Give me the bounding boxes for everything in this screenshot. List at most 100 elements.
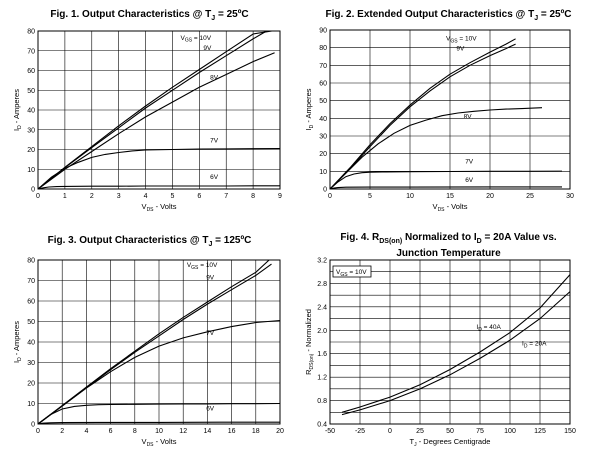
series-line-8v: [37, 52, 275, 190]
curve-label: 8V: [464, 113, 473, 120]
grid: [329, 259, 571, 425]
y-tick-label: 0: [31, 187, 35, 194]
curve-label: 8V: [210, 74, 219, 81]
figure-1-title-main: Fig. 1. Output Characteristics @ T: [50, 9, 212, 20]
x-tick-label: 6: [109, 428, 113, 435]
y-tick-label: 1.2: [317, 375, 327, 382]
figure-4-title-tail2: = 20A Value vs.: [481, 232, 557, 243]
figure-3-title-tail: = 125ºC: [212, 235, 252, 246]
figure-3-title-main: Fig. 3. Output Characteristics @ T: [47, 235, 209, 246]
y-tick-label: 40: [319, 116, 327, 123]
x-tick-label: 75: [476, 428, 484, 435]
curve-label: ID = 40A: [476, 324, 501, 333]
y-tick-label: 30: [27, 360, 35, 367]
y-tick-label: 10: [27, 401, 35, 408]
x-tick-label: 6: [197, 193, 201, 200]
figure-1-chart: 0 1 2 3 4 5 6 7 8 9 0 10 20 30 40 50 60 70 80 VDS - Volts ID…: [12, 29, 282, 213]
plot-frame: [329, 29, 571, 190]
x-tick-label: 15: [446, 193, 454, 200]
x-tick-label: 20: [276, 428, 284, 435]
legend-label: VGS = 10V: [336, 269, 367, 278]
figure-1-title-tail: = 25ºC: [215, 9, 249, 20]
x-tick-label: 0: [36, 428, 40, 435]
series-line-id-40a: [341, 274, 571, 413]
y-tick-label: 2.0: [317, 328, 327, 335]
y-tick-label: 0.8: [317, 398, 327, 405]
figure-2-title-sub: J: [534, 15, 539, 22]
y-axis-label: RDS(on) - Normalized: [304, 309, 315, 375]
y-tick-label: 10: [319, 169, 327, 176]
y-axis-label: ID - Amperes: [12, 321, 23, 363]
curve-label: 7V: [206, 330, 215, 337]
figure-4-panel: Fig. 4. RDS(on) Normalized to ID = 20A V…: [299, 225, 598, 450]
figure-2-title-main: Fig. 2. Extended Output Characteristics …: [325, 9, 535, 20]
y-tick-label: 50: [27, 88, 35, 95]
series-line-10v: [329, 38, 516, 190]
x-tick-label: 1: [63, 193, 67, 200]
y-tick-label: 3.2: [317, 258, 327, 265]
series-line-6v: [37, 185, 280, 190]
y-tick-label: 30: [319, 134, 327, 141]
figure-1-title-sub: J: [211, 15, 216, 22]
x-tick-label: 30: [566, 193, 574, 200]
curve-label: 6V: [210, 174, 219, 181]
plot-frame: [37, 30, 281, 190]
y-tick-label: 40: [27, 108, 35, 115]
x-tick-label: 7: [224, 193, 228, 200]
figure-4-title-sub: DS(on): [379, 238, 403, 245]
y-tick-label: 60: [27, 299, 35, 306]
curve-label: 9V: [456, 45, 465, 52]
x-tick-label: 25: [416, 428, 424, 435]
plot-frame: [37, 259, 281, 425]
grid: [329, 29, 571, 190]
x-tick-label: 5: [170, 193, 174, 200]
y-tick-label: 0.4: [317, 422, 327, 429]
x-tick-label: 8: [133, 428, 137, 435]
figure-2-panel: Fig. 2. Extended Output Characteristics …: [299, 0, 598, 225]
x-tick-label: 150: [564, 428, 576, 435]
y-tick-label: 50: [27, 319, 35, 326]
y-tick-label: 70: [27, 278, 35, 285]
figure-3-title-sub: J: [208, 241, 213, 248]
y-tick-label: 60: [319, 81, 327, 88]
x-tick-label: 100: [504, 428, 516, 435]
series-line-6v: [37, 421, 280, 425]
x-tick-label: 0: [328, 193, 332, 200]
y-tick-label: 0: [323, 187, 327, 194]
figure-2-chart: 0 5 10 15 20 25 30 0 10 20 30 40 50 60 70 80 90 VDS - Vol…: [304, 28, 574, 213]
x-tick-label: 0: [388, 428, 392, 435]
series-line-6v: [329, 186, 562, 190]
y-tick-label: 60: [27, 68, 35, 75]
x-tick-label: 9: [278, 193, 282, 200]
x-tick-label: 125: [534, 428, 546, 435]
y-axis-label: ID - Amperes: [12, 89, 23, 131]
y-tick-label: 0: [31, 422, 35, 429]
curve-label: 9V: [203, 45, 212, 52]
figure-2-title: Fig. 2. Extended Output Characteristics …: [299, 9, 598, 22]
figure-3-chart: 0 2 4 6 8 10 12 14 16 18 20 0 10 20 30 40 50 60 70 80 VDS - …: [12, 258, 284, 448]
figure-2-title-tail: = 25ºC: [538, 9, 572, 20]
y-tick-label: 70: [27, 48, 35, 55]
y-tick-label: 20: [319, 151, 327, 158]
y-axis-label: ID - Amperes: [304, 88, 315, 130]
curve-label: VGS = 10V: [187, 262, 218, 271]
x-tick-label: 4: [144, 193, 148, 200]
y-tick-label: 1.6: [317, 351, 327, 358]
curve-label: VGS = 10V: [181, 35, 212, 44]
curve-label: 7V: [210, 138, 219, 145]
figure-3-panel: Fig. 3. Output Characteristics @ TJ = 12…: [0, 225, 299, 450]
y-tick-label: 10: [27, 167, 35, 174]
y-tick-label: 80: [27, 258, 35, 265]
x-tick-label: 20: [486, 193, 494, 200]
x-axis-label: VDS - Volts: [433, 202, 468, 213]
y-tick-label: 30: [27, 127, 35, 134]
x-axis-label: TJ - Degrees Centigrade: [410, 437, 491, 448]
series-line-10v: [37, 30, 272, 190]
y-tick-label: 80: [27, 29, 35, 36]
x-axis-label: VDS - Volts: [142, 202, 177, 213]
figure-4-chart: -50 -25 0 25 50 75 100 125 150 0.4 0.8 1.2 1.6 2.0 2.4…: [304, 258, 576, 448]
x-tick-label: 50: [446, 428, 454, 435]
figure-4-title-main: Fig. 4. R: [340, 232, 380, 243]
x-tick-label: 10: [406, 193, 414, 200]
x-tick-label: -25: [355, 428, 365, 435]
